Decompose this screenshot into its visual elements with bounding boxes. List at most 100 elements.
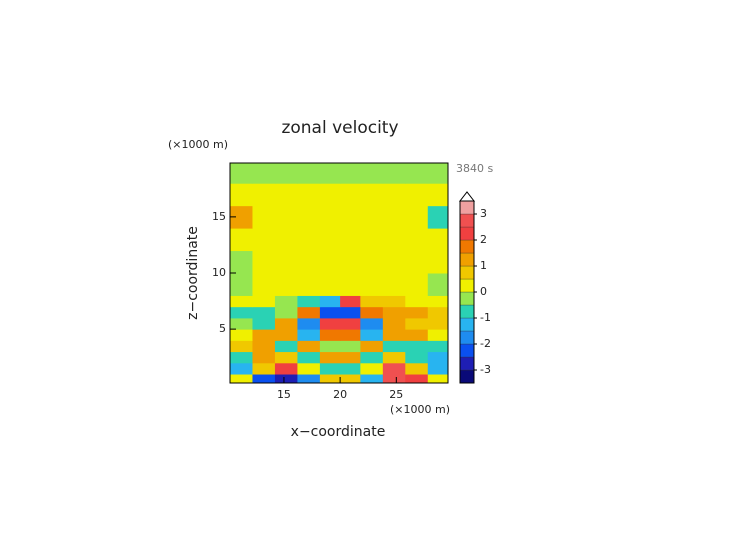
field-cell bbox=[340, 329, 361, 341]
field-cell bbox=[252, 205, 276, 229]
field-cell bbox=[360, 329, 384, 341]
field-cell bbox=[405, 205, 429, 229]
colorbar-label: 1 bbox=[480, 259, 487, 272]
field-cell bbox=[297, 340, 321, 353]
field-cell bbox=[252, 228, 276, 252]
field-cell bbox=[427, 317, 449, 330]
colorbar-label: -2 bbox=[480, 337, 491, 350]
field-cell bbox=[319, 163, 341, 184]
field-cell bbox=[230, 329, 253, 341]
field-cell bbox=[382, 228, 406, 252]
field-cell bbox=[405, 228, 429, 252]
field-cell bbox=[427, 306, 449, 319]
field-cell bbox=[230, 351, 253, 364]
colorbar-arrow bbox=[458, 191, 476, 202]
field-cell bbox=[360, 228, 384, 252]
field-cell bbox=[230, 228, 253, 252]
field-cell bbox=[382, 273, 406, 296]
y-tick-label: 5 bbox=[219, 322, 226, 335]
field-cell bbox=[360, 295, 384, 308]
y-label: z−coordinate bbox=[185, 226, 201, 320]
field-cell bbox=[405, 374, 429, 384]
field-cell bbox=[340, 273, 361, 296]
field-cell bbox=[427, 295, 449, 308]
colorbar-band bbox=[459, 252, 475, 267]
field-cell bbox=[230, 374, 253, 384]
x-tick-label: 15 bbox=[277, 388, 291, 401]
colorbar-band bbox=[459, 226, 475, 241]
field-cell bbox=[252, 362, 276, 375]
colorbar-band bbox=[459, 330, 475, 345]
field-cell bbox=[340, 340, 361, 353]
field-cell bbox=[360, 183, 384, 207]
field-cell bbox=[360, 163, 384, 184]
y-unit: (×1000 m) bbox=[168, 138, 228, 151]
field-cell bbox=[252, 340, 276, 353]
field-cell bbox=[319, 306, 341, 319]
field-cell bbox=[382, 183, 406, 207]
field-cell bbox=[297, 329, 321, 341]
field-cell bbox=[252, 351, 276, 364]
field-cell bbox=[319, 250, 341, 274]
field-cell bbox=[252, 273, 276, 296]
colorbar-band bbox=[459, 291, 475, 306]
colorbar-band bbox=[459, 278, 475, 293]
field-cell bbox=[230, 340, 253, 353]
field-cell bbox=[252, 163, 276, 184]
field-cell bbox=[297, 273, 321, 296]
field-cell bbox=[230, 362, 253, 375]
field-cell bbox=[405, 340, 429, 353]
field-cell bbox=[274, 250, 298, 274]
field-cell bbox=[319, 273, 341, 296]
field-cell bbox=[427, 273, 449, 296]
colorbar-band bbox=[459, 356, 475, 371]
colorbar-band bbox=[459, 304, 475, 319]
field-cell bbox=[297, 205, 321, 229]
field-cell bbox=[340, 374, 361, 384]
field-cell bbox=[382, 163, 406, 184]
field-cell bbox=[427, 163, 449, 184]
field-cell bbox=[382, 205, 406, 229]
colorbar-band bbox=[459, 213, 475, 228]
field-cell bbox=[382, 340, 406, 353]
field-cell bbox=[252, 329, 276, 341]
field-cell bbox=[319, 295, 341, 308]
time-label: 3840 s bbox=[456, 162, 493, 175]
field-cell bbox=[274, 205, 298, 229]
colorbar-label: -1 bbox=[480, 311, 491, 324]
field-cell bbox=[274, 228, 298, 252]
field-cell bbox=[382, 306, 406, 319]
field-cell bbox=[360, 273, 384, 296]
field-cell bbox=[297, 351, 321, 364]
field-cell bbox=[360, 340, 384, 353]
field-cell bbox=[405, 351, 429, 364]
field-cell bbox=[382, 351, 406, 364]
field-cell bbox=[252, 295, 276, 308]
field-cell bbox=[274, 306, 298, 319]
field-cell bbox=[405, 329, 429, 341]
field-cell bbox=[230, 273, 253, 296]
field-cell bbox=[274, 295, 298, 308]
field-cell bbox=[382, 329, 406, 341]
field-cell bbox=[297, 250, 321, 274]
field-cell bbox=[319, 317, 341, 330]
field-cell bbox=[230, 306, 253, 319]
field-cell bbox=[252, 317, 276, 330]
field-cell bbox=[360, 351, 384, 364]
y-tick-label: 15 bbox=[212, 210, 226, 223]
field-cell bbox=[340, 351, 361, 364]
colorbar-label: 3 bbox=[480, 207, 487, 220]
field-cell bbox=[230, 205, 253, 229]
field-cell bbox=[427, 340, 449, 353]
field-cell bbox=[274, 183, 298, 207]
field-cell bbox=[274, 340, 298, 353]
field-cell bbox=[340, 163, 361, 184]
field-cell bbox=[405, 163, 429, 184]
field-cell bbox=[230, 183, 253, 207]
colorbar-label: 2 bbox=[480, 233, 487, 246]
x-unit: (×1000 m) bbox=[390, 403, 450, 416]
field-cell bbox=[382, 362, 406, 375]
field-cell bbox=[360, 317, 384, 330]
field-cell bbox=[319, 351, 341, 364]
field-cell bbox=[382, 317, 406, 330]
